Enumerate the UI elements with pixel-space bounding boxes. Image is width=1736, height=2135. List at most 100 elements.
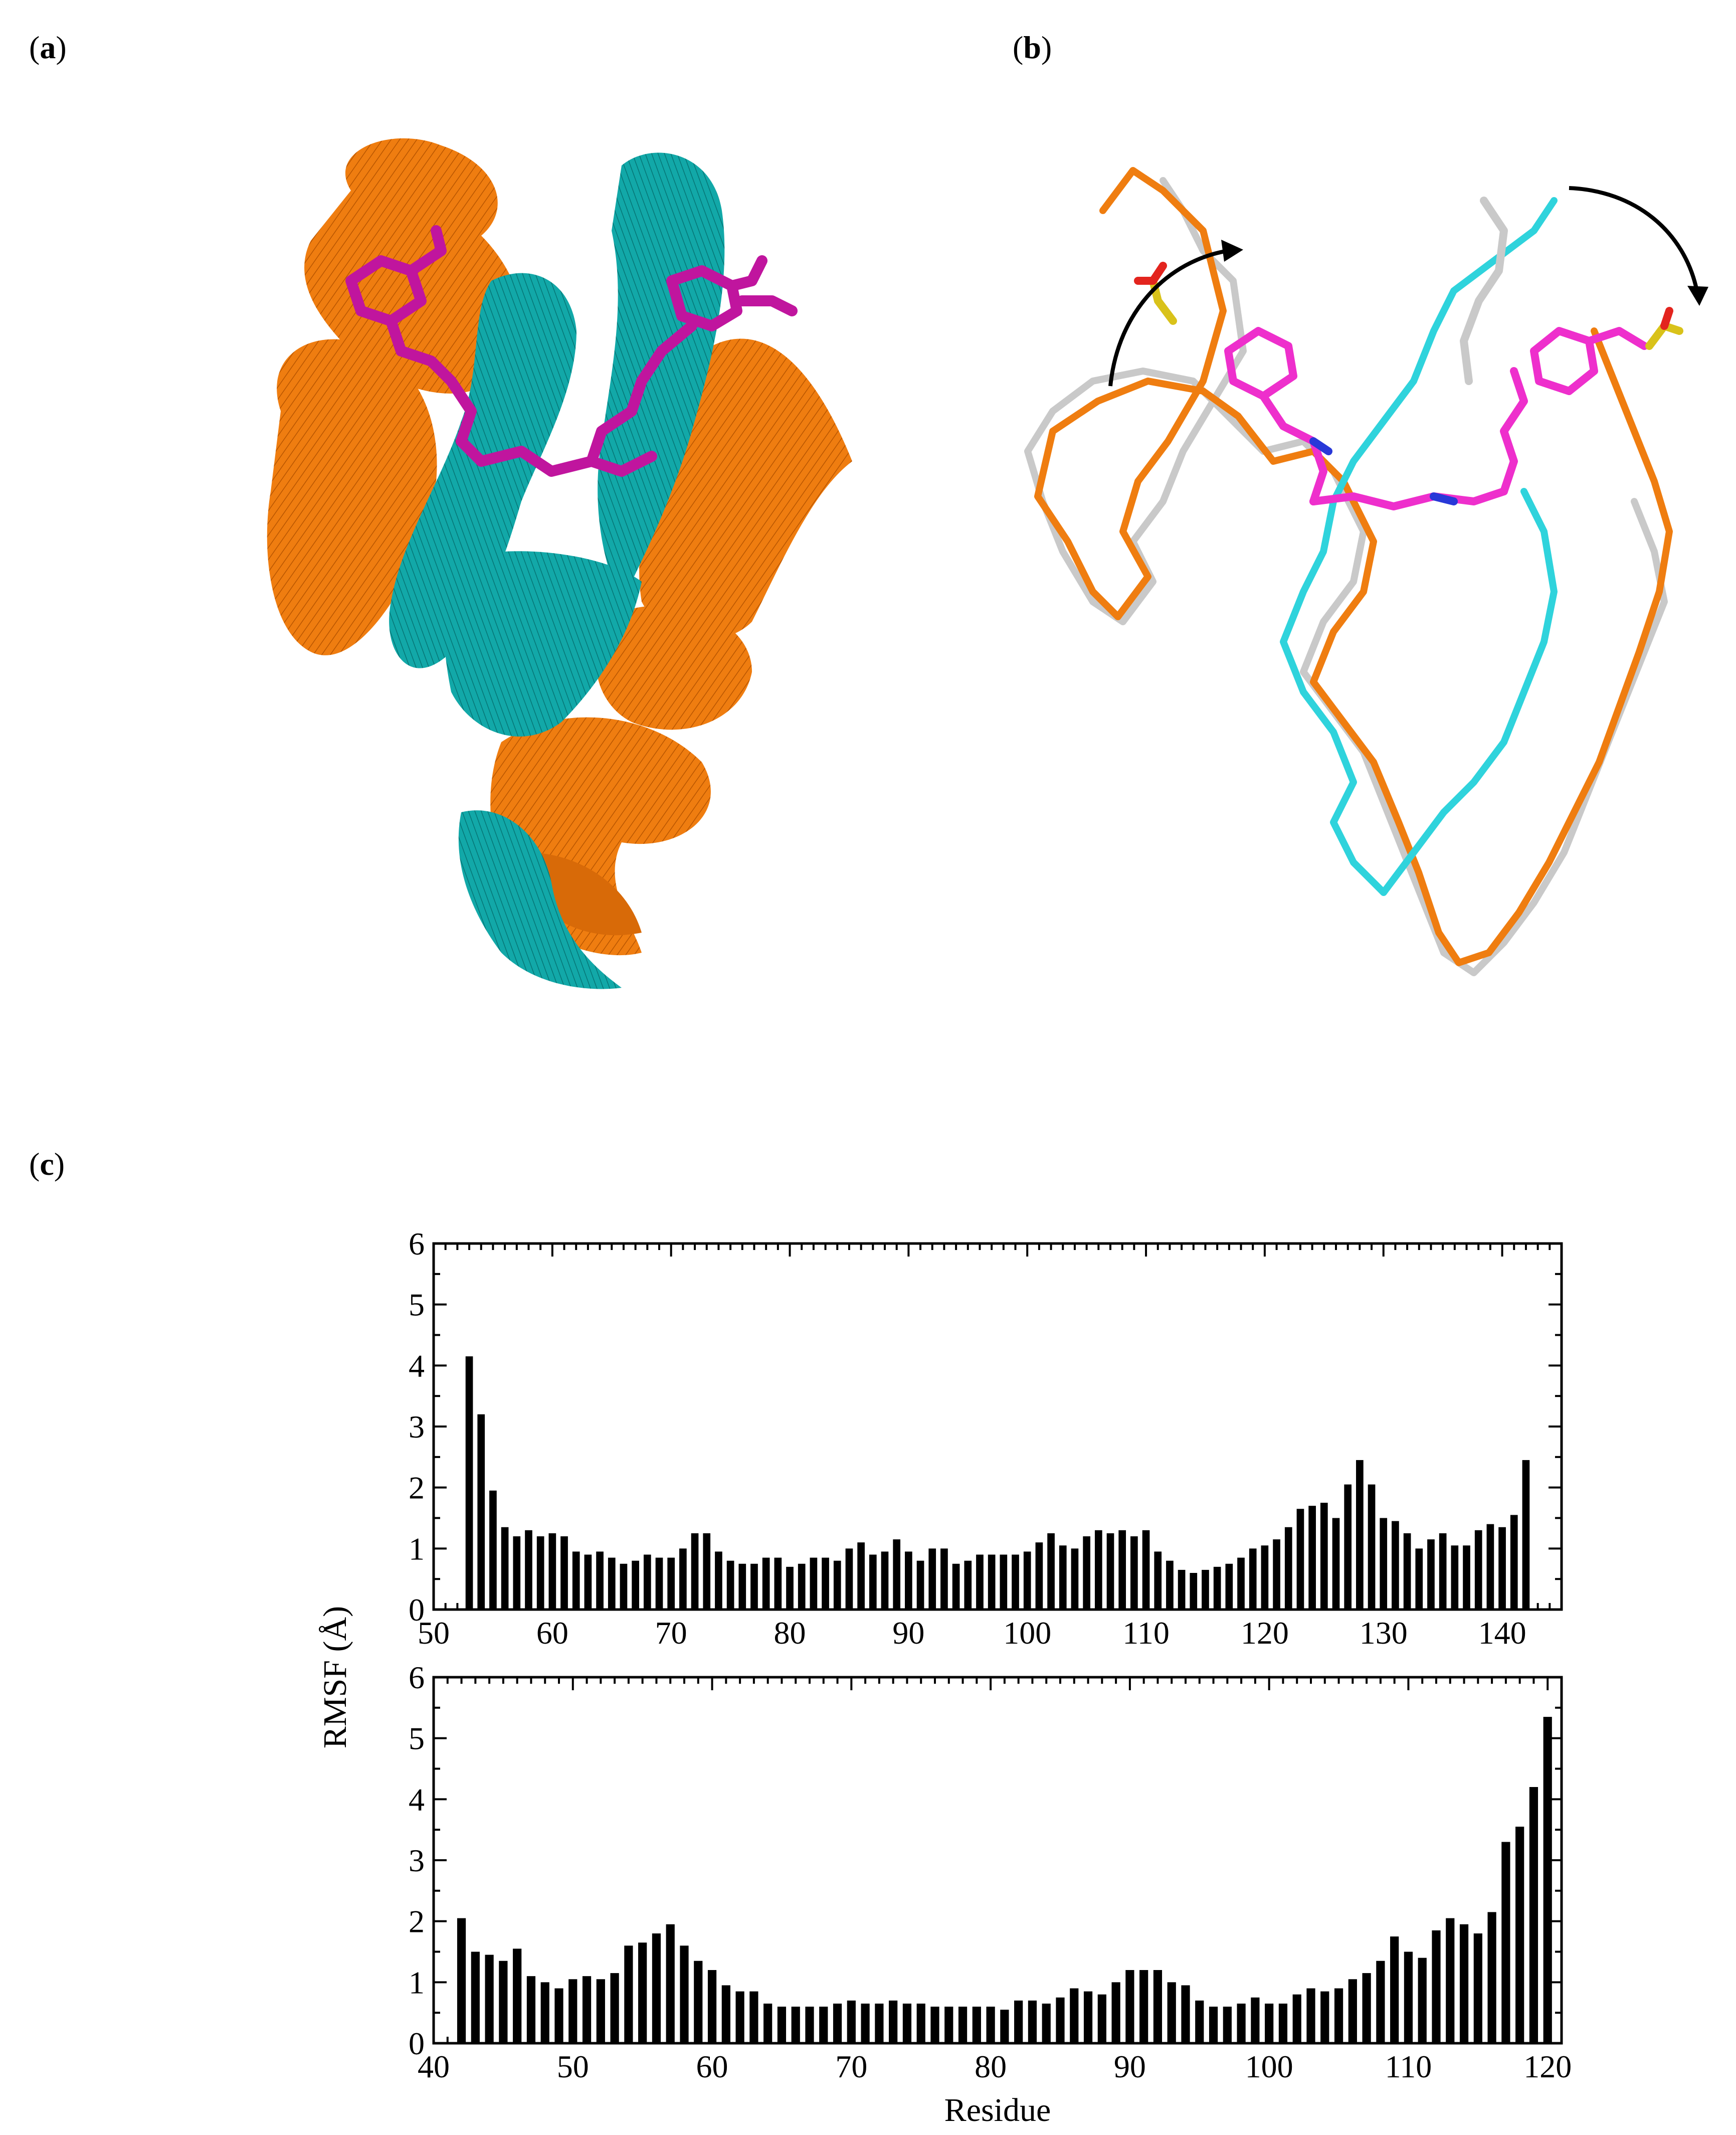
top-bar-residue-103 (1059, 1545, 1067, 1610)
bottom-y-tick-label: 0 (409, 2026, 425, 2061)
top-bar-residue-54 (477, 1414, 485, 1610)
top-bar-residue-117 (1225, 1563, 1233, 1610)
bottom-bar-residue-104 (1320, 1991, 1329, 2043)
bottom-bar-residue-108 (1376, 1961, 1385, 2043)
bottom-bar-residue-85 (1056, 1997, 1065, 2043)
panel-b-label: (b) (1013, 30, 1052, 65)
top-bar-residue-72 (691, 1533, 699, 1610)
top-bar-residue-62 (572, 1551, 580, 1610)
top-bar-residue-112 (1166, 1560, 1174, 1610)
top-bar-residue-106 (1094, 1530, 1102, 1610)
bottom-bar-residue-117 (1501, 1842, 1510, 2043)
bottom-bar-residue-88 (1097, 1994, 1106, 2043)
bottom-bar-residue-94 (1181, 1985, 1190, 2043)
top-bar-residue-140 (1498, 1527, 1506, 1610)
bottom-bar-residue-68 (819, 2007, 828, 2043)
top-x-tick-label: 50 (418, 1615, 450, 1651)
top-bar-residue-136 (1451, 1545, 1459, 1610)
top-bar-residue-93 (940, 1548, 948, 1610)
bottom-bar-residue-98 (1237, 2003, 1246, 2043)
bottom-bar-residue-83 (1028, 2000, 1037, 2043)
top-bar-residue-105 (1083, 1536, 1090, 1610)
top-bar-residue-95 (964, 1560, 972, 1610)
bottom-bar-residue-46 (513, 1948, 522, 2043)
top-bar-residue-60 (548, 1533, 556, 1610)
top-bar-residue-77 (750, 1563, 758, 1610)
bottom-bar-residue-80 (986, 2007, 995, 2043)
bottom-bar-residue-76 (930, 2007, 939, 2043)
top-bar-residue-122 (1284, 1527, 1292, 1610)
bottom-bar-residue-73 (889, 2000, 898, 2043)
bottom-bar-residue-99 (1251, 1997, 1260, 2043)
bottom-bar-residue-45 (499, 1961, 508, 2043)
top-bar-residue-79 (774, 1557, 782, 1610)
bottom-bar-residue-87 (1083, 1991, 1093, 2043)
bottom-bar-residue-106 (1348, 1979, 1357, 2043)
bottom-y-tick-label: 4 (409, 1782, 425, 1817)
bottom-bar-residue-92 (1153, 1970, 1163, 2043)
bottom-bar-residue-49 (554, 1988, 563, 2043)
bottom-bar-residue-62 (735, 1991, 744, 2043)
top-bar-residue-86 (857, 1542, 865, 1610)
top-bar-residue-78 (762, 1557, 770, 1610)
bottom-bar-residue-72 (875, 2003, 884, 2043)
top-bar-residue-109 (1130, 1536, 1138, 1610)
top-bar-residue-82 (810, 1557, 818, 1610)
bottom-bar-residue-112 (1432, 1930, 1441, 2043)
bottom-bar-residue-63 (749, 1991, 758, 2043)
bottom-bar-residue-48 (540, 1982, 549, 2043)
bottom-bar-residue-79 (972, 2007, 981, 2043)
bottom-bar-residue-109 (1390, 1936, 1399, 2043)
panel-c-label: (c) (29, 1146, 65, 1182)
bottom-bar-residue-86 (1070, 1988, 1079, 2043)
bottom-bar-residue-54 (624, 1945, 633, 2043)
top-bar-residue-110 (1142, 1530, 1150, 1610)
top-bar-residue-132 (1403, 1533, 1411, 1610)
top-y-tick-label: 2 (409, 1470, 425, 1506)
top-bar-residue-59 (536, 1536, 544, 1610)
top-bar-residue-139 (1486, 1524, 1494, 1610)
bottom-bar-residue-61 (721, 1985, 730, 2043)
top-bar-residue-85 (845, 1548, 853, 1610)
top-bar-residue-134 (1427, 1539, 1435, 1610)
top-y-tick-label: 3 (409, 1409, 425, 1445)
top-bar-residue-64 (596, 1551, 604, 1610)
top-bar-residue-121 (1273, 1539, 1280, 1610)
top-bar-residue-71 (679, 1548, 687, 1610)
top-bar-residue-123 (1296, 1509, 1304, 1610)
bottom-bar-residue-71 (861, 2003, 870, 2043)
bottom-bar-residue-64 (763, 2003, 773, 2043)
top-bar-residue-87 (869, 1554, 877, 1610)
top-bar-residue-89 (893, 1539, 901, 1610)
bottom-bar-residue-55 (638, 1942, 647, 2043)
top-bar-residue-53 (465, 1356, 473, 1610)
top-bar-residue-108 (1118, 1530, 1126, 1610)
top-bar-residue-115 (1202, 1569, 1209, 1610)
bottom-bar-residue-78 (958, 2007, 968, 2043)
x-axis-label: Residue (944, 2092, 1051, 2128)
bottom-bar-residue-103 (1306, 1988, 1315, 2043)
bottom-bar-residue-101 (1278, 2003, 1288, 2043)
top-bar-residue-90 (905, 1551, 912, 1610)
top-bar-residue-138 (1474, 1530, 1482, 1610)
top-bar-residue-73 (703, 1533, 711, 1610)
bottom-bar-residue-115 (1473, 1933, 1482, 2043)
top-bar-residue-83 (822, 1557, 829, 1610)
top-bar-residue-133 (1415, 1548, 1423, 1610)
bottom-bar-residue-43 (471, 1951, 480, 2043)
bottom-x-tick-label: 110 (1385, 2049, 1432, 2084)
top-bar-residue-120 (1261, 1545, 1269, 1610)
bottom-bar-residue-120 (1543, 1717, 1552, 2043)
top-bar-residue-98 (1000, 1554, 1008, 1610)
top-x-tick-label: 90 (892, 1615, 924, 1651)
bottom-x-tick-label: 40 (418, 2049, 450, 2084)
top-bar-residue-63 (584, 1554, 592, 1610)
bottom-bar-residue-114 (1459, 1924, 1469, 2043)
bottom-bar-residue-56 (652, 1933, 661, 2043)
bottom-bar-residue-107 (1362, 1973, 1371, 2043)
top-bar-residue-114 (1190, 1573, 1198, 1610)
bottom-x-tick-label: 70 (835, 2049, 867, 2084)
bottom-x-tick-label: 90 (1114, 2049, 1146, 2084)
rmsf-chart-top: 50 60 70 80 90 100 110 120 130 140 0 1 2 3 4 5 6 (409, 1226, 1563, 1651)
top-bar-residue-116 (1213, 1566, 1221, 1610)
